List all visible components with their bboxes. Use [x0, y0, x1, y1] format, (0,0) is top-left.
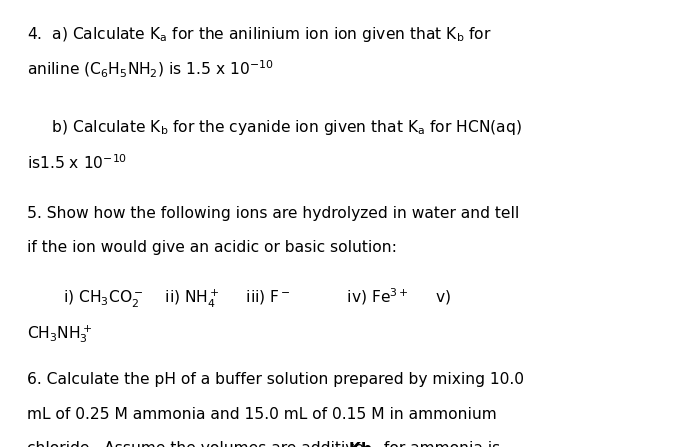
- Text: if the ion would give an acidic or basic solution:: if the ion would give an acidic or basic…: [27, 240, 396, 256]
- Text: aniline (C$_6$H$_5$NH$_2$) is 1.5 x 10$^{-10}$: aniline (C$_6$H$_5$NH$_2$) is 1.5 x 10$^…: [27, 59, 273, 80]
- Text: CH$_3$NH$_3^+$: CH$_3$NH$_3^+$: [27, 323, 92, 345]
- Text: chloride.  Assume the volumes are additive.: chloride. Assume the volumes are additiv…: [27, 441, 373, 447]
- Text: 5. Show how the following ions are hydrolyzed in water and tell: 5. Show how the following ions are hydro…: [27, 206, 519, 221]
- Text: 6. Calculate the pH of a buffer solution prepared by mixing 10.0: 6. Calculate the pH of a buffer solution…: [27, 372, 524, 387]
- Text: b) Calculate K$_\mathregular{b}$ for the cyanide ion given that K$_\mathregular{: b) Calculate K$_\mathregular{b}$ for the…: [27, 118, 522, 138]
- Text: 4.  a) Calculate K$_\mathregular{a}$ for the anilinium ion ion given that K$_\ma: 4. a) Calculate K$_\mathregular{a}$ for …: [27, 25, 491, 44]
- Text: for ammonia is: for ammonia is: [379, 441, 500, 447]
- Text: mL of 0.25 M ammonia and 15.0 mL of 0.15 M in ammonium: mL of 0.25 M ammonia and 15.0 mL of 0.15…: [27, 407, 496, 422]
- Text: is1.5 x 10$^{-10}$: is1.5 x 10$^{-10}$: [27, 153, 127, 172]
- Text: $\bf{Kb}$: $\bf{Kb}$: [348, 441, 372, 447]
- Text: i) CH$_3$CO$_2^-$    ii) NH$_4^+$     iii) F$^-$           iv) Fe$^{3+}$     v): i) CH$_3$CO$_2^-$ ii) NH$_4^+$ iii) F$^-…: [63, 287, 451, 310]
